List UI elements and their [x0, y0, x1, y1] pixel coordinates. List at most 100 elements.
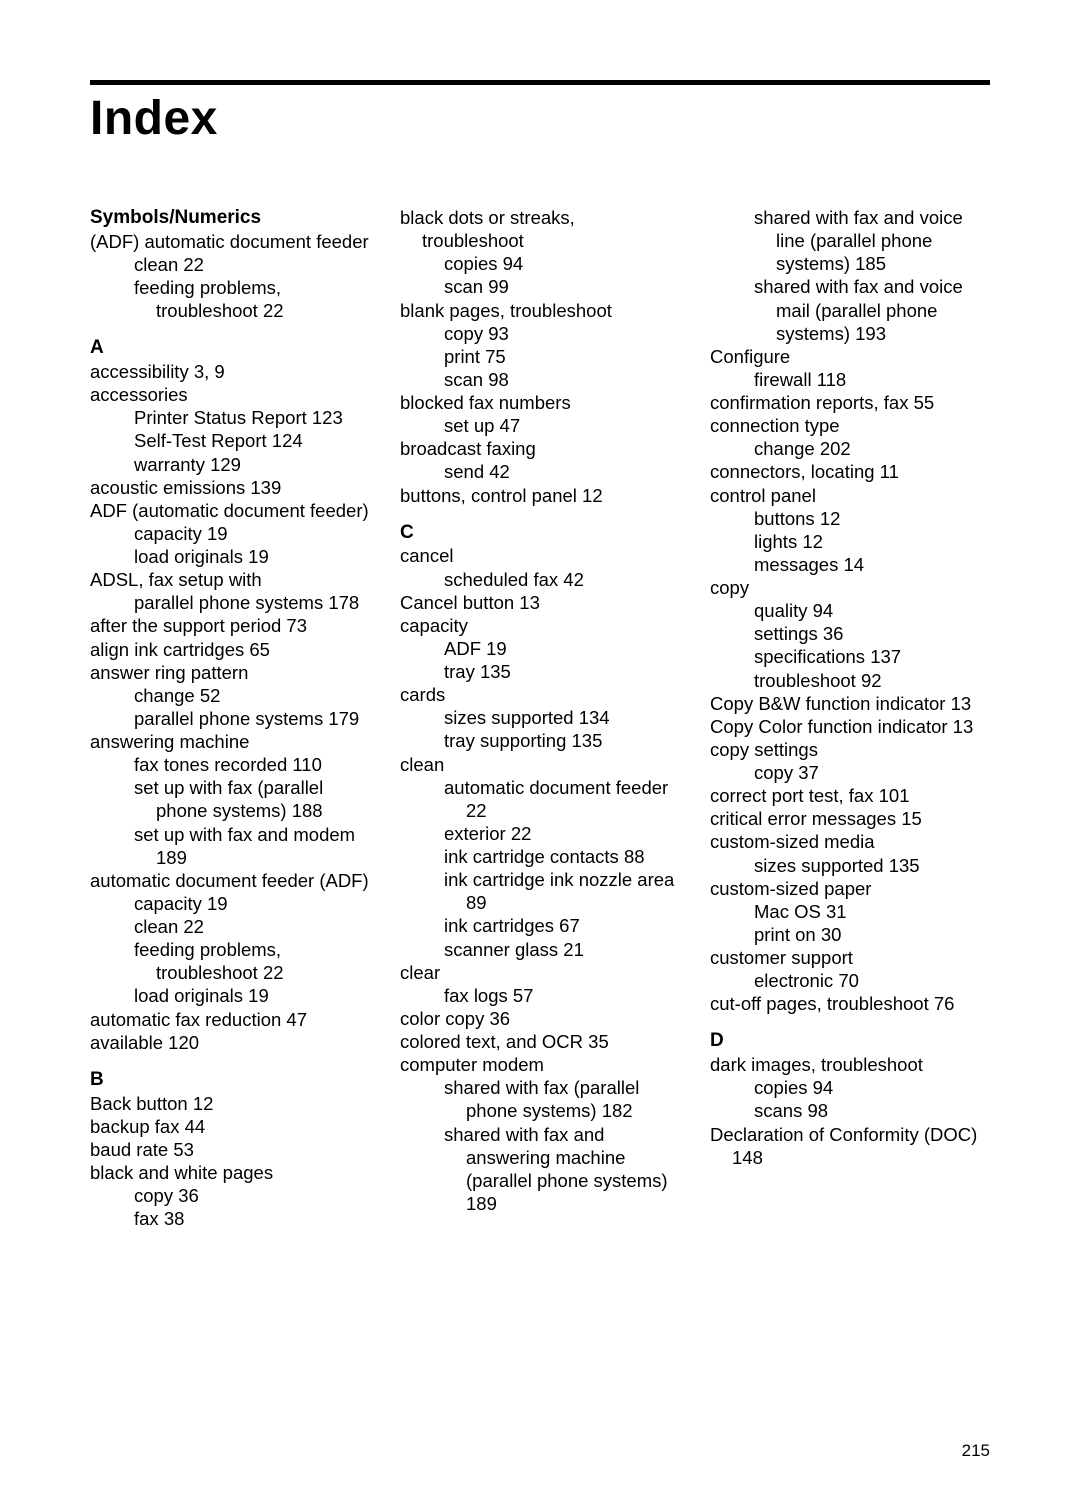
- index-entry: shared with fax and voice mail (parallel…: [754, 275, 990, 344]
- index-entry: set up 47: [444, 414, 680, 437]
- index-entry: copy settings: [710, 738, 990, 761]
- index-section-heading: D: [710, 1029, 990, 1053]
- index-page: Index Symbols/Numerics(ADF) automatic do…: [0, 0, 1080, 1495]
- index-entry: ink cartridge ink nozzle area 89: [444, 868, 680, 914]
- index-entry: align ink cartridges 65: [90, 638, 370, 661]
- index-entry: change 52: [134, 684, 370, 707]
- index-entry: dark images, troubleshoot: [710, 1053, 990, 1076]
- index-entry: scan 99: [444, 275, 680, 298]
- index-entry: capacity 19: [134, 522, 370, 545]
- index-entry: custom-sized paper: [710, 877, 990, 900]
- index-entry: cancel: [400, 544, 680, 567]
- index-entry: accessibility 3, 9: [90, 360, 370, 383]
- index-entry: fax tones recorded 110: [134, 753, 370, 776]
- index-entry: ink cartridges 67: [444, 914, 680, 937]
- index-entry: answering machine: [90, 730, 370, 753]
- index-entry: color copy 36: [400, 1007, 680, 1030]
- index-entry: scheduled fax 42: [444, 568, 680, 591]
- index-entry: cut-off pages, troubleshoot 76: [710, 992, 990, 1015]
- index-entry: (ADF) automatic document feeder: [90, 230, 370, 253]
- index-entry: settings 36: [754, 622, 990, 645]
- index-entry: control panel: [710, 484, 990, 507]
- index-entry: exterior 22: [444, 822, 680, 845]
- index-entry: capacity 19: [134, 892, 370, 915]
- index-entry: feeding problems, troubleshoot 22: [134, 938, 370, 984]
- index-entry: black dots or streaks, troubleshoot: [400, 206, 680, 252]
- index-entry: copy 93: [444, 322, 680, 345]
- index-entry: broadcast faxing: [400, 437, 680, 460]
- index-entry: critical error messages 15: [710, 807, 990, 830]
- index-entry: cards: [400, 683, 680, 706]
- index-entry: customer support: [710, 946, 990, 969]
- index-entry: tray supporting 135: [444, 729, 680, 752]
- index-entry: electronic 70: [754, 969, 990, 992]
- index-entry: specifications 137: [754, 645, 990, 668]
- horizontal-rule: [90, 80, 990, 85]
- index-entry: shared with fax (parallel phone systems)…: [444, 1076, 680, 1122]
- index-entry: answer ring pattern: [90, 661, 370, 684]
- index-columns: Symbols/Numerics(ADF) automatic document…: [90, 206, 990, 1230]
- index-entry: Self-Test Report 124: [134, 429, 370, 452]
- index-entry: baud rate 53: [90, 1138, 370, 1161]
- index-entry: fax 38: [134, 1207, 370, 1230]
- index-entry: capacity: [400, 614, 680, 637]
- index-entry: ADF 19: [444, 637, 680, 660]
- index-entry: computer modem: [400, 1053, 680, 1076]
- index-entry: Configure: [710, 345, 990, 368]
- index-entry: sizes supported 134: [444, 706, 680, 729]
- index-entry: automatic document feeder 22: [444, 776, 680, 822]
- index-entry: tray 135: [444, 660, 680, 683]
- index-entry: scan 98: [444, 368, 680, 391]
- page-number: 215: [962, 1441, 990, 1461]
- index-entry: sizes supported 135: [754, 854, 990, 877]
- index-entry: ADSL, fax setup with: [90, 568, 370, 591]
- index-entry: set up with fax and modem 189: [134, 823, 370, 869]
- index-entry: feeding problems, troubleshoot 22: [134, 276, 370, 322]
- index-entry: send 42: [444, 460, 680, 483]
- index-entry: automatic fax reduction 47: [90, 1008, 370, 1031]
- index-entry: ADF (automatic document feeder): [90, 499, 370, 522]
- index-section-heading: C: [400, 521, 680, 545]
- index-section-heading: B: [90, 1068, 370, 1092]
- index-entry: Copy Color function indicator 13: [710, 715, 990, 738]
- index-entry: troubleshoot 92: [754, 669, 990, 692]
- index-entry: acoustic emissions 139: [90, 476, 370, 499]
- index-entry: Printer Status Report 123: [134, 406, 370, 429]
- index-entry: backup fax 44: [90, 1115, 370, 1138]
- index-entry: clean 22: [134, 915, 370, 938]
- index-section-heading: A: [90, 336, 370, 360]
- index-entry: change 202: [754, 437, 990, 460]
- index-entry: warranty 129: [134, 453, 370, 476]
- index-entry: connection type: [710, 414, 990, 437]
- index-entry: load originals 19: [134, 984, 370, 1007]
- index-entry: print on 30: [754, 923, 990, 946]
- index-entry: fax logs 57: [444, 984, 680, 1007]
- index-entry: automatic document feeder (ADF): [90, 869, 370, 892]
- index-entry: available 120: [90, 1031, 370, 1054]
- index-entry: shared with fax and answering machine (p…: [444, 1123, 680, 1216]
- index-entry: copy 37: [754, 761, 990, 784]
- index-entry: set up with fax (parallel phone systems)…: [134, 776, 370, 822]
- index-entry: load originals 19: [134, 545, 370, 568]
- index-entry: buttons 12: [754, 507, 990, 530]
- index-entry: clear: [400, 961, 680, 984]
- index-entry: scanner glass 21: [444, 938, 680, 961]
- index-entry: blocked fax numbers: [400, 391, 680, 414]
- index-entry: copies 94: [444, 252, 680, 275]
- index-entry: Back button 12: [90, 1092, 370, 1115]
- index-entry: after the support period 73: [90, 614, 370, 637]
- page-title: Index: [90, 91, 990, 146]
- index-entry: copy: [710, 576, 990, 599]
- index-entry: Declaration of Conformity (DOC) 148: [710, 1123, 990, 1169]
- index-entry: connectors, locating 11: [710, 460, 990, 483]
- index-entry: confirmation reports, fax 55: [710, 391, 990, 414]
- index-entry: Cancel button 13: [400, 591, 680, 614]
- index-entry: Mac OS 31: [754, 900, 990, 923]
- index-entry: parallel phone systems 179: [134, 707, 370, 730]
- index-entry: blank pages, troubleshoot: [400, 299, 680, 322]
- index-entry: quality 94: [754, 599, 990, 622]
- index-entry: copies 94: [754, 1076, 990, 1099]
- index-entry: lights 12: [754, 530, 990, 553]
- index-entry: Copy B&W function indicator 13: [710, 692, 990, 715]
- index-entry: shared with fax and voice line (parallel…: [754, 206, 990, 275]
